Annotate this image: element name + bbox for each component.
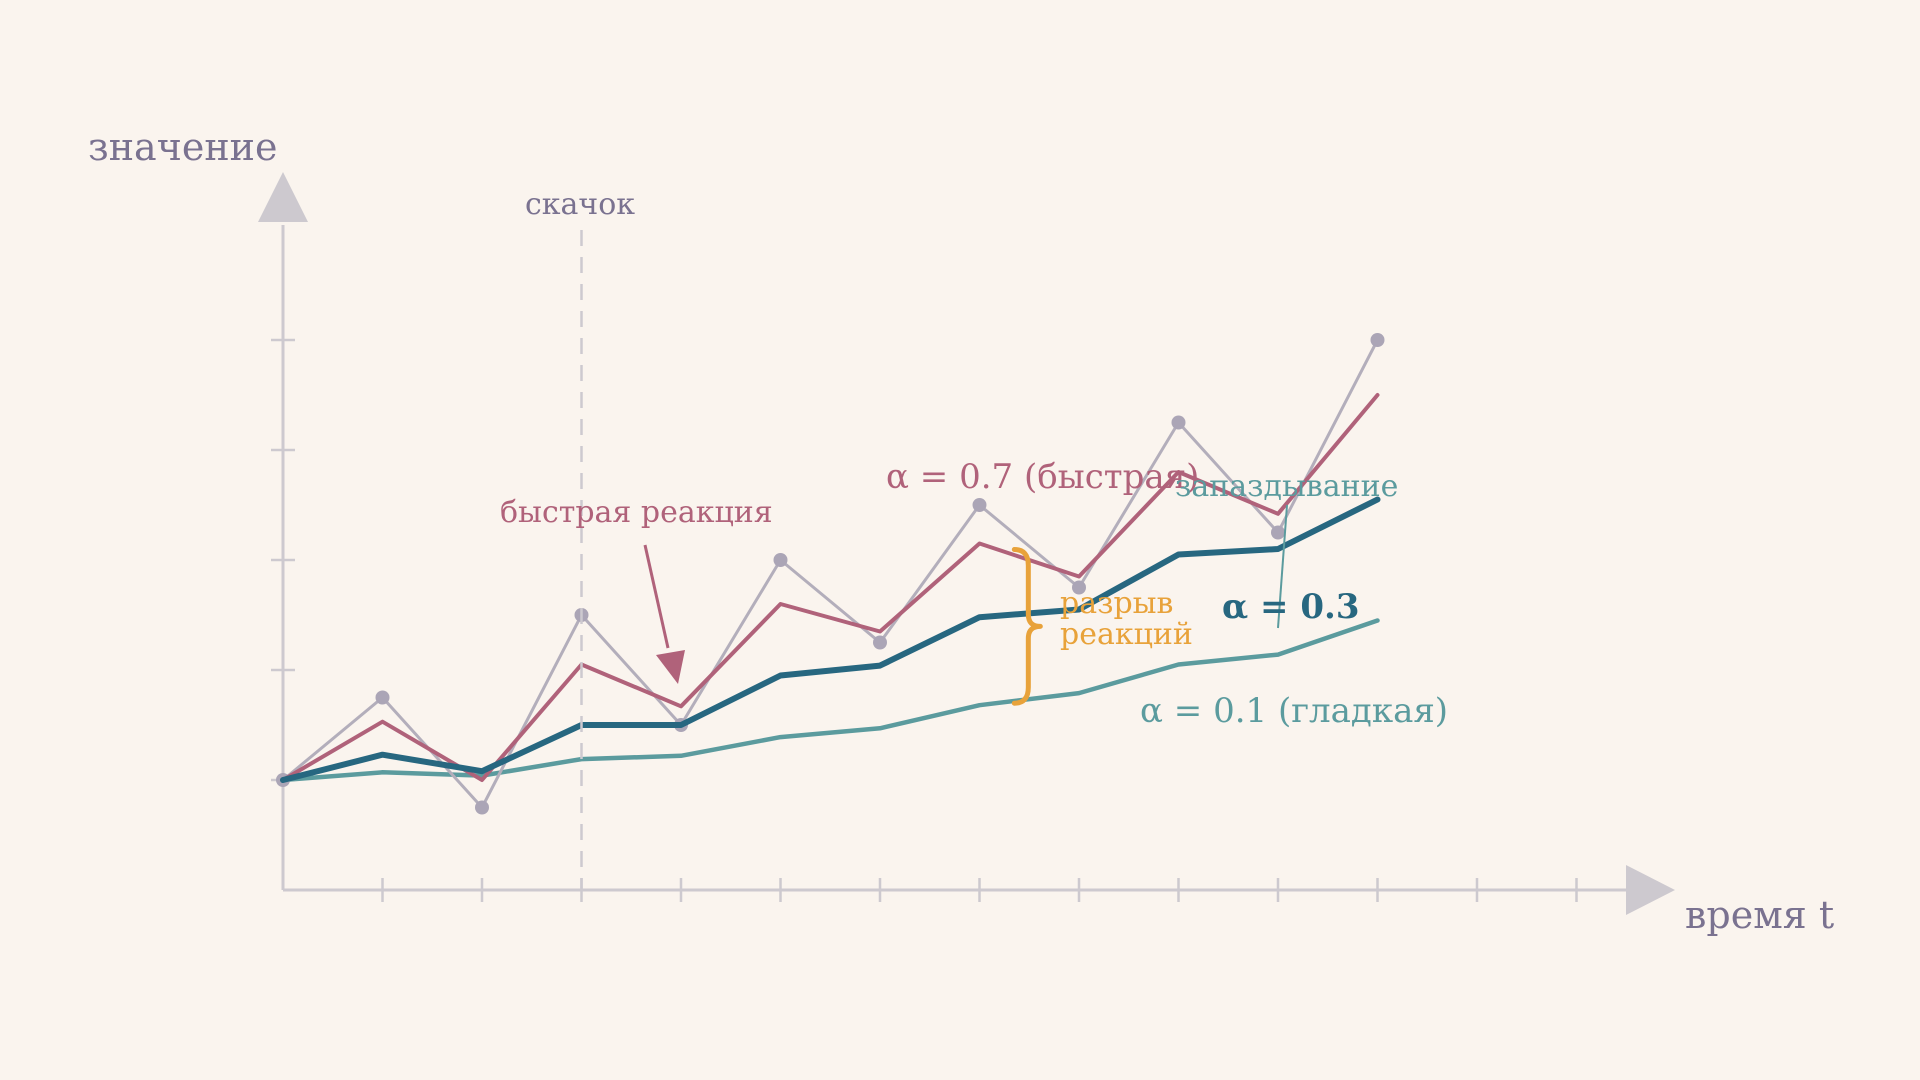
- axes: [258, 172, 1675, 915]
- gap-label-line2: реакций: [1060, 617, 1193, 652]
- fast-reaction-label: быстрая реакция: [500, 495, 773, 530]
- fast-reaction-arrow-shaft: [643, 544, 670, 649]
- jump-label: скачок: [525, 187, 635, 222]
- legend-fast: α = 0.7 (быстрая): [886, 457, 1199, 497]
- x-axis-label: время t: [1685, 893, 1834, 937]
- series-line-smooth: [280, 618, 1380, 783]
- legend-smooth: α = 0.1 (гладкая): [1140, 691, 1448, 731]
- raw-point: [375, 690, 390, 705]
- y-axis-label: значение: [88, 125, 277, 169]
- raw-point: [972, 498, 987, 512]
- gap-brace: [1011, 547, 1043, 706]
- raw-point: [773, 553, 788, 567]
- raw-point: [1271, 525, 1285, 540]
- fast-reaction-arrow-head: [656, 650, 685, 684]
- lag-label: запаздывание: [1175, 469, 1398, 504]
- raw-point: [475, 800, 489, 815]
- legend-medium: α = 0.3: [1222, 587, 1359, 627]
- gap-label-line1: разрыв: [1060, 586, 1173, 621]
- y-axis-arrow: [258, 172, 308, 222]
- series-group: [276, 333, 1385, 815]
- raw-point: [1171, 415, 1186, 430]
- annotations: [580, 230, 1288, 890]
- raw-point: [873, 635, 887, 650]
- raw-point: [1072, 580, 1086, 595]
- lag-leader-line: [1277, 504, 1288, 629]
- x-axis-arrow: [1626, 865, 1675, 915]
- raw-point: [1370, 333, 1385, 347]
- series-line-raw: [281, 338, 1379, 809]
- series-line-medium: [280, 496, 1381, 783]
